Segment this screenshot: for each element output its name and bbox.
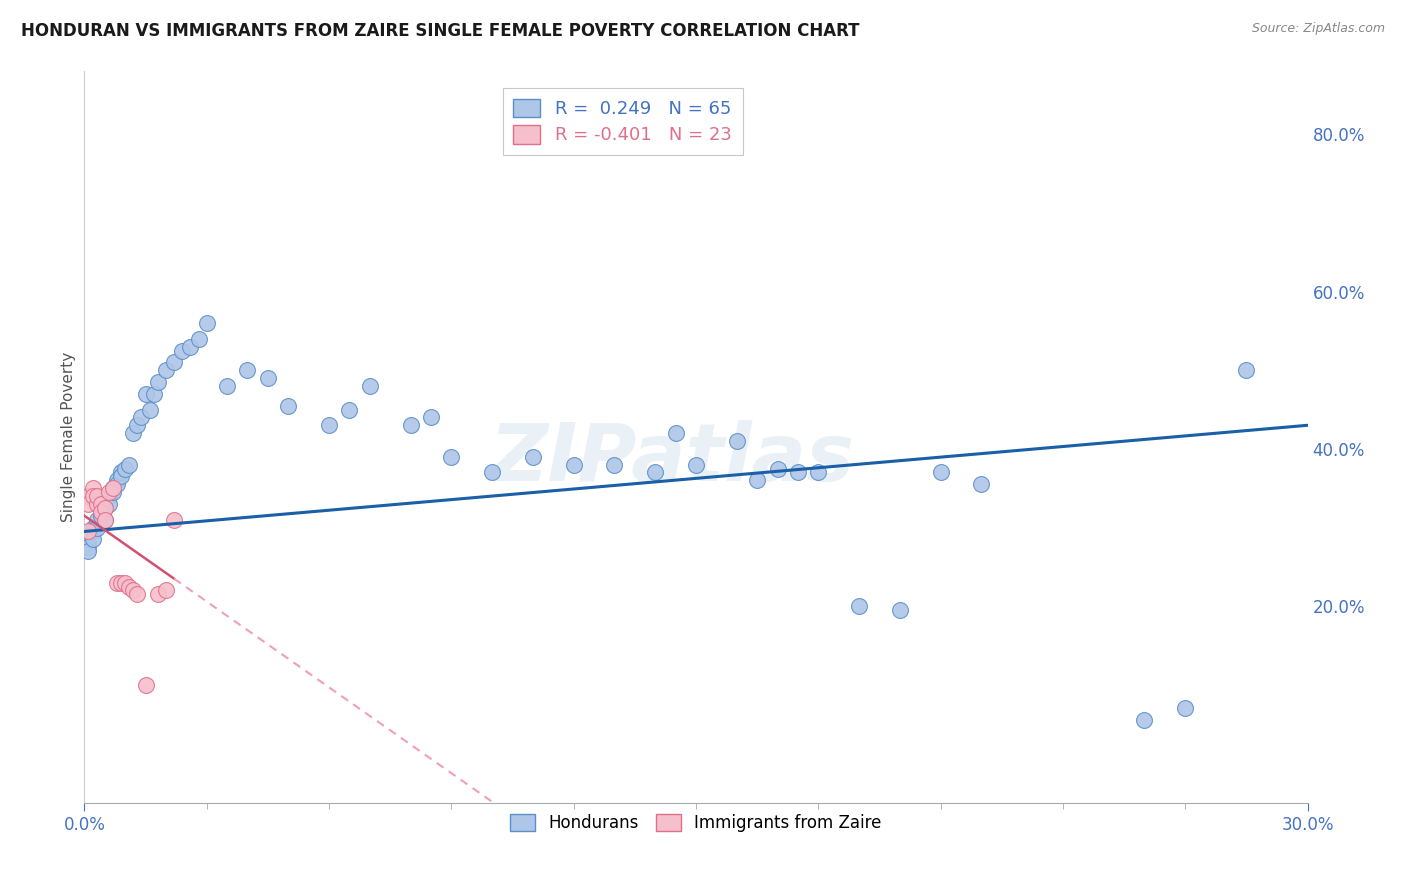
Point <box>101 485 124 500</box>
Point <box>420 410 443 425</box>
Point <box>86 520 108 534</box>
Point <box>163 513 186 527</box>
Point <box>747 473 769 487</box>
Point <box>562 458 585 472</box>
Point <box>257 371 280 385</box>
Point <box>77 497 100 511</box>
Point <box>131 410 153 425</box>
Point <box>970 477 993 491</box>
Point <box>101 481 124 495</box>
Point <box>118 458 141 472</box>
Point <box>318 418 340 433</box>
Text: Source: ZipAtlas.com: Source: ZipAtlas.com <box>1251 22 1385 36</box>
Point <box>97 485 120 500</box>
Point <box>163 355 186 369</box>
Point <box>110 466 132 480</box>
Point <box>122 583 145 598</box>
Point <box>807 466 830 480</box>
Point <box>146 587 169 601</box>
Point <box>105 477 128 491</box>
Point <box>725 434 748 448</box>
Point <box>86 489 108 503</box>
Point <box>440 450 463 464</box>
Point <box>97 489 120 503</box>
Point <box>97 497 120 511</box>
Point <box>787 466 810 480</box>
Point <box>359 379 381 393</box>
Point <box>135 387 157 401</box>
Point <box>86 497 108 511</box>
Point <box>889 603 911 617</box>
Point <box>522 450 544 464</box>
Point <box>93 497 115 511</box>
Point <box>110 575 132 590</box>
Point <box>1236 363 1258 377</box>
Point <box>114 461 136 475</box>
Point <box>105 575 128 590</box>
Text: ZIPatlas: ZIPatlas <box>489 420 853 498</box>
Point <box>77 524 100 539</box>
Point <box>77 536 100 550</box>
Point <box>236 363 259 377</box>
Point <box>217 379 239 393</box>
Point <box>399 418 422 433</box>
Point <box>114 575 136 590</box>
Point <box>90 497 112 511</box>
Point <box>339 402 361 417</box>
Point <box>187 332 209 346</box>
Point <box>179 340 201 354</box>
Point <box>135 678 157 692</box>
Point <box>685 458 707 472</box>
Point <box>929 466 952 480</box>
Point <box>142 387 165 401</box>
Point <box>101 481 124 495</box>
Point <box>155 363 177 377</box>
Point <box>127 587 149 601</box>
Point <box>138 402 160 417</box>
Point <box>105 473 128 487</box>
Point <box>93 513 115 527</box>
Point <box>1174 701 1197 715</box>
Point <box>195 316 218 330</box>
Point <box>82 520 104 534</box>
Point <box>90 505 112 519</box>
Point <box>82 489 104 503</box>
Point <box>110 469 132 483</box>
Point <box>127 418 149 433</box>
Point <box>481 466 503 480</box>
Point <box>93 500 115 515</box>
Point <box>77 489 100 503</box>
Point <box>93 500 115 515</box>
Point <box>644 466 666 480</box>
Point <box>82 481 104 495</box>
Text: HONDURAN VS IMMIGRANTS FROM ZAIRE SINGLE FEMALE POVERTY CORRELATION CHART: HONDURAN VS IMMIGRANTS FROM ZAIRE SINGLE… <box>21 22 859 40</box>
Y-axis label: Single Female Poverty: Single Female Poverty <box>60 352 76 522</box>
Legend: Hondurans, Immigrants from Zaire: Hondurans, Immigrants from Zaire <box>503 807 889 838</box>
Point <box>90 505 112 519</box>
Point <box>172 343 194 358</box>
Point <box>90 508 112 523</box>
Point <box>1133 713 1156 727</box>
Point <box>93 513 115 527</box>
Point <box>155 583 177 598</box>
Point <box>277 399 299 413</box>
Point <box>77 540 100 554</box>
Point <box>86 513 108 527</box>
Point <box>77 544 100 558</box>
Point <box>82 533 104 547</box>
Point <box>122 426 145 441</box>
Point <box>603 458 626 472</box>
Point <box>118 580 141 594</box>
Point <box>82 524 104 539</box>
Point <box>848 599 870 614</box>
Point <box>146 375 169 389</box>
Point <box>665 426 688 441</box>
Point <box>766 461 789 475</box>
